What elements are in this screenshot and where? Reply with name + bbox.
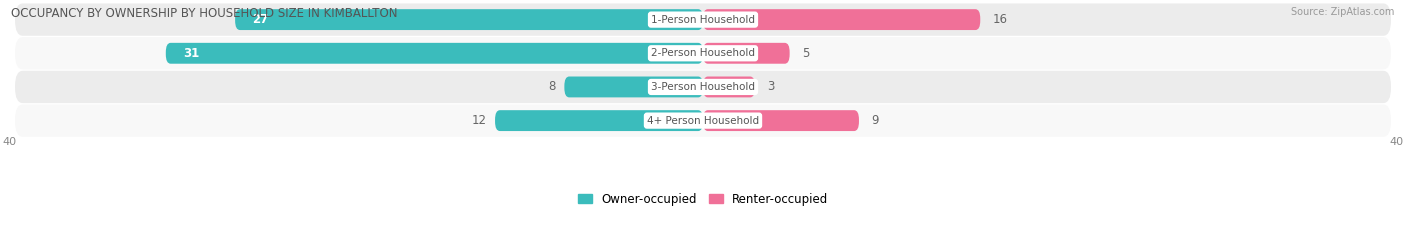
Text: 31: 31 [183, 47, 200, 60]
FancyBboxPatch shape [15, 71, 1391, 103]
FancyBboxPatch shape [15, 37, 1391, 69]
Text: 4+ Person Household: 4+ Person Household [647, 116, 759, 126]
Text: 40: 40 [1389, 137, 1403, 147]
Text: 5: 5 [801, 47, 808, 60]
FancyBboxPatch shape [15, 104, 1391, 137]
FancyBboxPatch shape [703, 9, 980, 30]
FancyBboxPatch shape [495, 110, 703, 131]
Text: OCCUPANCY BY OWNERSHIP BY HOUSEHOLD SIZE IN KIMBALLTON: OCCUPANCY BY OWNERSHIP BY HOUSEHOLD SIZE… [11, 7, 398, 20]
Text: 40: 40 [3, 137, 17, 147]
Text: 8: 8 [548, 80, 555, 93]
Text: Source: ZipAtlas.com: Source: ZipAtlas.com [1291, 7, 1395, 17]
FancyBboxPatch shape [15, 3, 1391, 36]
Text: 2-Person Household: 2-Person Household [651, 48, 755, 58]
Text: 16: 16 [993, 13, 1007, 26]
Text: 1-Person Household: 1-Person Household [651, 15, 755, 25]
Text: 3: 3 [768, 80, 775, 93]
FancyBboxPatch shape [703, 76, 755, 97]
FancyBboxPatch shape [703, 43, 790, 64]
Text: 12: 12 [471, 114, 486, 127]
FancyBboxPatch shape [166, 43, 703, 64]
Legend: Owner-occupied, Renter-occupied: Owner-occupied, Renter-occupied [578, 193, 828, 206]
Text: 3-Person Household: 3-Person Household [651, 82, 755, 92]
Text: 9: 9 [872, 114, 879, 127]
FancyBboxPatch shape [235, 9, 703, 30]
FancyBboxPatch shape [564, 76, 703, 97]
Text: 27: 27 [253, 13, 269, 26]
FancyBboxPatch shape [703, 110, 859, 131]
